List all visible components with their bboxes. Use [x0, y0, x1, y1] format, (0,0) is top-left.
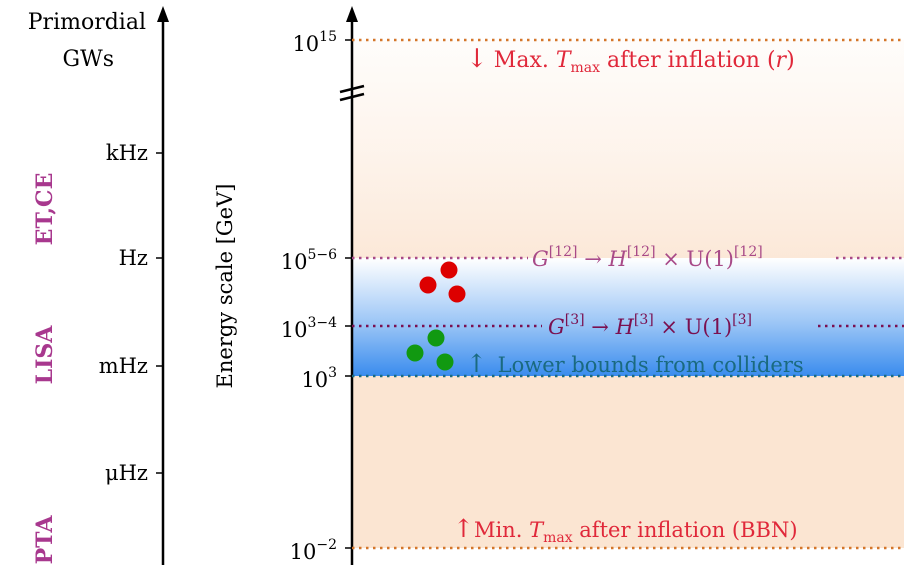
tick-label-1e5-6: 105−6 [281, 247, 337, 274]
band-upper [352, 40, 904, 258]
axis-break-mark [339, 84, 365, 102]
green-dot [427, 329, 445, 347]
annotation-g3: G[3] → H[3] × U(1)[3] [548, 312, 752, 339]
annotation-g12: G[12] → H[12] × U(1)[12] [532, 244, 763, 271]
tick-label-1e3-4: 103−4 [281, 315, 337, 342]
green-dot [406, 344, 424, 362]
tick-label-1e-2: 10−2 [290, 537, 337, 564]
tick-label-mhz: mHz [99, 354, 148, 378]
tick-label-khz: kHz [106, 141, 148, 165]
annotation-colliders: ↑ Lower bounds from colliders [466, 349, 804, 378]
left-axis [156, 6, 169, 565]
green-dot [436, 353, 454, 371]
right-axis [345, 6, 358, 565]
annotation-min-tmax: ↑Min. Tmax after inflation (BBN) [453, 514, 798, 546]
annotation-max-tmax: ↓ Max. Tmax after inflation (r) [466, 44, 795, 76]
tick-label-1e3: 103 [301, 365, 337, 392]
tick-label-uhz: μHz [105, 461, 148, 485]
tick-label-1e15: 1015 [292, 29, 337, 56]
detector-label-et-ce: ET,CE [32, 173, 58, 246]
band-lower [352, 376, 904, 548]
red-dot [440, 261, 458, 279]
detector-label-pta: PTA [32, 515, 58, 565]
red-dot [448, 285, 466, 303]
detector-label-lisa: LISA [32, 325, 58, 385]
red-dot [419, 276, 437, 294]
tick-label-hz: Hz [119, 246, 148, 270]
right-axis-label: Energy scale [GeV] [213, 184, 237, 389]
left-axis-title-line1: Primordial [28, 10, 146, 35]
left-axis-title-line2: GWs [63, 47, 114, 72]
